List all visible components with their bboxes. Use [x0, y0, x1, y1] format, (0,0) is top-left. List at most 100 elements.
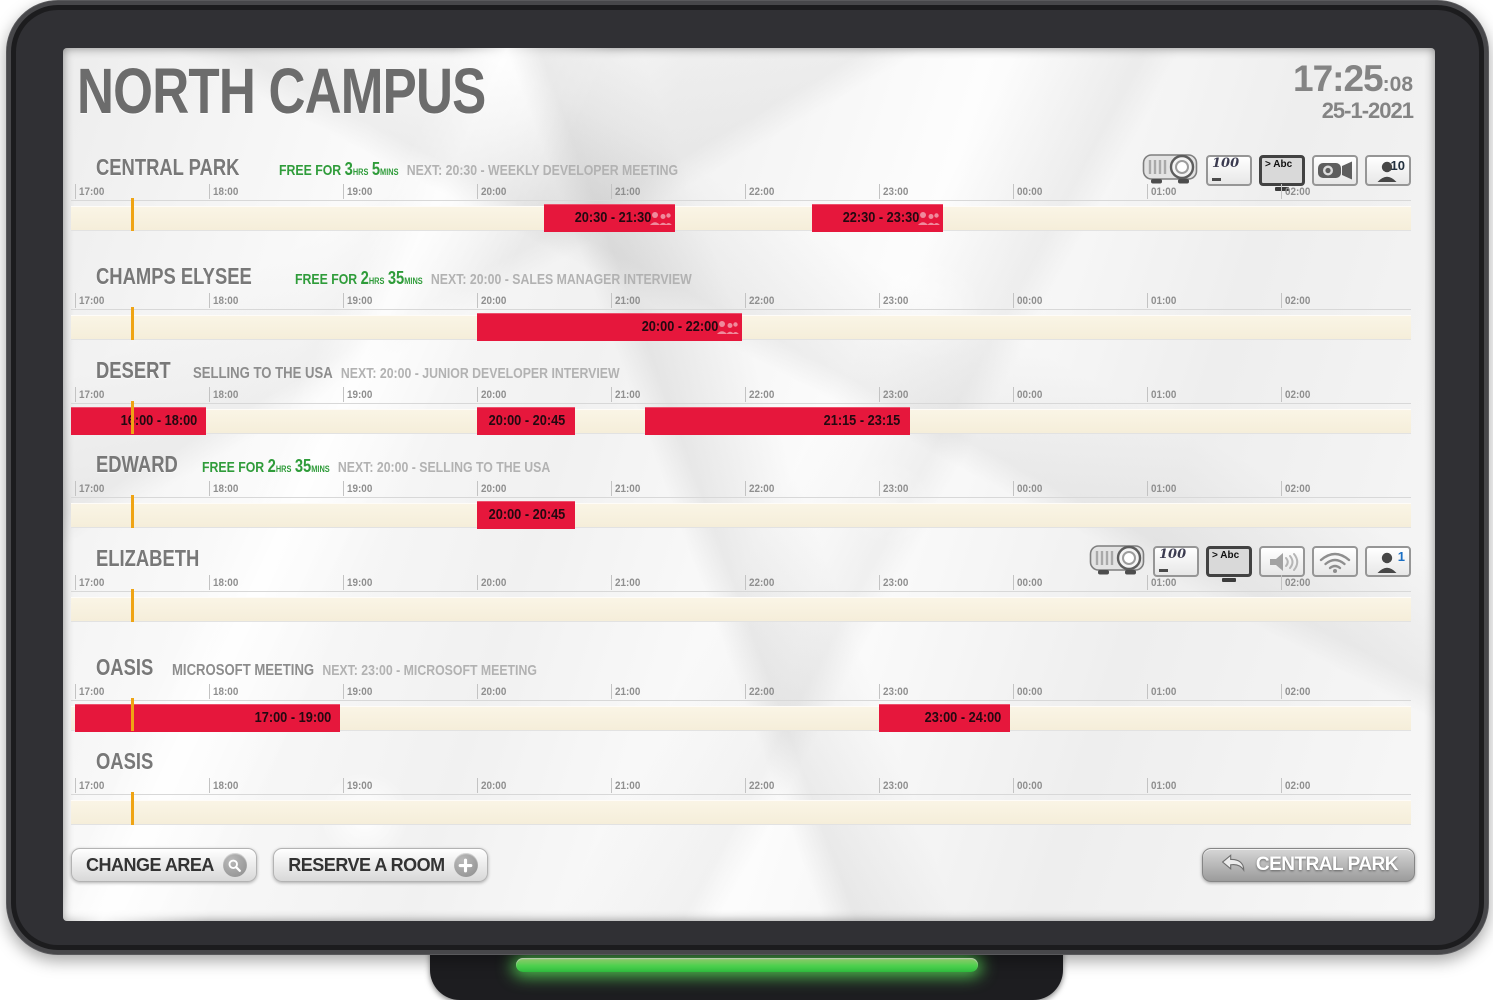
tick-label: 20:00 [481, 295, 507, 307]
booking-time-label: 20:30 - 21:30 [574, 210, 652, 226]
room-name[interactable]: OASIS [96, 748, 154, 774]
tick-label: 17:00 [79, 483, 105, 495]
room-name[interactable]: EDWARD [96, 451, 178, 477]
booking-block[interactable]: 20:00 - 20:45 [477, 407, 575, 435]
tick: 19:00 [343, 684, 372, 699]
tick: 23:00 [879, 184, 908, 199]
free-minutes-unit: MINS [380, 167, 399, 177]
room-status: SELLING TO THE USA NEXT: 20:00 - JUNIOR D… [193, 365, 620, 383]
back-arrow-icon [1219, 853, 1246, 877]
timeline-track[interactable] [71, 206, 1411, 230]
room-name[interactable]: OASIS [96, 654, 154, 680]
booking-block[interactable]: 22:30 - 23:30 [812, 204, 943, 232]
tick: 20:00 [477, 684, 506, 699]
tick-label: 23:00 [883, 483, 909, 495]
tick: 18:00 [209, 293, 238, 308]
tick: 19:00 [343, 184, 372, 199]
booking-block[interactable]: 17:00 - 19:00 [75, 704, 340, 732]
tick-label: 19:00 [347, 389, 373, 401]
room-row-oasis-1: OASIS MICROSOFT MEETING NEXT: 23:00 - MICR… [71, 654, 1411, 732]
tick-label: 23:00 [883, 577, 909, 589]
room-status: FREE FOR 2HRS 35MINS NEXT: 20:00 - SELLIN… [202, 456, 550, 477]
timeline-ticks: 17:00 18:00 19:00 20:00 21:00 22:00 23:00 00:00… [71, 778, 1411, 795]
tick-label: 22:00 [749, 295, 775, 307]
tick-label: 21:00 [615, 577, 641, 589]
clock-seconds: :08 [1382, 73, 1413, 96]
booking-block[interactable]: 16:00 - 18:00 [71, 407, 206, 435]
tick: 00:00 [1013, 184, 1042, 199]
tick: 22:00 [745, 481, 774, 496]
screen: NORTH CAMPUS 17:25:08 25-1-2021 CENTRAL … [63, 48, 1435, 921]
tick: 01:00 [1147, 387, 1176, 402]
tick-label: 19:00 [347, 483, 373, 495]
tick-label: 01:00 [1151, 686, 1177, 698]
tick: 01:00 [1147, 575, 1176, 590]
tick: 21:00 [611, 684, 640, 699]
tick: 17:00 [75, 184, 104, 199]
tick-label: 02:00 [1285, 295, 1311, 307]
timeline-track[interactable] [71, 800, 1411, 824]
room-name[interactable]: CENTRAL PARK [96, 154, 240, 180]
tick: 01:00 [1147, 778, 1176, 793]
booking-block[interactable]: 20:00 - 20:45 [477, 501, 575, 529]
reserve-room-label: RESERVE A ROOM [288, 854, 445, 875]
tick: 21:00 [611, 387, 640, 402]
booking-block[interactable]: 20:30 - 21:30 [544, 204, 675, 232]
tick-label: 21:00 [615, 686, 641, 698]
tick-label: 17:00 [79, 389, 105, 401]
current-time-marker [130, 401, 134, 434]
tick: 23:00 [879, 778, 908, 793]
tick-label: 19:00 [347, 577, 373, 589]
search-icon [222, 853, 247, 877]
tick: 17:00 [75, 778, 104, 793]
amenity-label: > Abc [1212, 550, 1240, 561]
room-name[interactable]: DESERT [96, 357, 171, 383]
tick: 21:00 [611, 293, 640, 308]
clock: 17:25:08 25-1-2021 [1293, 60, 1414, 122]
speaker-icon [1259, 546, 1305, 577]
tick-label: 00:00 [1017, 686, 1043, 698]
tick-label: 00:00 [1017, 186, 1043, 198]
free-minutes: 35 [387, 268, 404, 288]
free-hours: 3 [344, 159, 354, 179]
tick-label: 20:00 [481, 577, 507, 589]
tick-label: 18:00 [213, 577, 239, 589]
tick: 02:00 [1281, 575, 1310, 590]
booking-block[interactable]: 20:00 - 22:00 [477, 313, 742, 341]
room-name[interactable]: CHAMPS ELYSEE [96, 263, 252, 289]
amenity-label: 10 [1390, 158, 1405, 173]
tick: 20:00 [477, 387, 506, 402]
people-icon [649, 211, 672, 230]
tick: 18:00 [209, 387, 238, 402]
amenity-label: 100 [1159, 547, 1187, 562]
reserve-room-button[interactable]: RESERVE A ROOM [273, 848, 488, 882]
current-meeting-title: MICROSOFT MEETING [171, 662, 314, 679]
tick: 02:00 [1281, 778, 1310, 793]
change-area-button[interactable]: CHANGE AREA [71, 848, 257, 882]
tick-label: 01:00 [1151, 577, 1177, 589]
room-row-elizabeth: ELIZABETH 100 > Abc 1 17:00 18:00 19:00 20:00 21… [71, 544, 1411, 622]
tick: 20:00 [477, 575, 506, 590]
booking-block[interactable]: 21:15 - 23:15 [644, 407, 910, 435]
free-hours-unit: HRS [353, 167, 369, 177]
amenity-label: > Abc [1265, 159, 1293, 170]
tick-label: 01:00 [1151, 389, 1177, 401]
booking-time-label: 17:00 - 19:00 [254, 710, 332, 726]
timeline-ticks: 17:00 18:00 19:00 20:00 21:00 22:00 23:00 00:00… [71, 293, 1411, 310]
room-schedule-list: CENTRAL PARK FREE FOR 3HRS 5MINS NEXT: 20:… [71, 153, 1411, 842]
tick-label: 23:00 [883, 686, 909, 698]
timeline [71, 589, 1411, 622]
tick-label: 23:00 [883, 186, 909, 198]
tick: 23:00 [879, 684, 908, 699]
plus-icon [453, 853, 478, 877]
timeline-track[interactable] [71, 597, 1411, 621]
free-hours-unit: HRS [368, 276, 385, 286]
tick-label: 00:00 [1017, 483, 1043, 495]
tick: 20:00 [477, 184, 506, 199]
timeline-track[interactable] [71, 503, 1411, 527]
back-to-room-button[interactable]: CENTRAL PARK [1201, 848, 1415, 882]
tick-label: 02:00 [1285, 686, 1311, 698]
room-name[interactable]: ELIZABETH [96, 545, 200, 571]
booking-block[interactable]: 23:00 - 24:00 [879, 704, 1010, 732]
booking-time-label: 20:00 - 20:45 [489, 413, 566, 429]
